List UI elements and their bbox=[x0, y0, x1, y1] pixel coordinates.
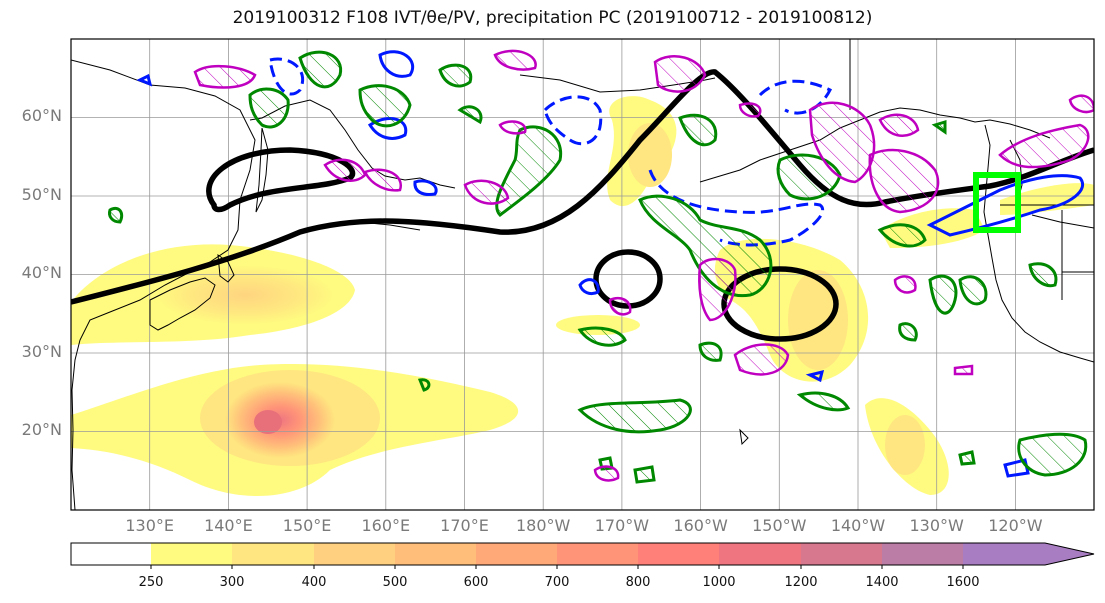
lon-label-180w: 180°W bbox=[516, 516, 571, 535]
lon-label-150w: 150°W bbox=[752, 516, 807, 535]
colorbar-bin-5 bbox=[476, 543, 557, 565]
colorbar-label-1200: 1200 bbox=[784, 575, 818, 590]
colorbar-bin-10 bbox=[882, 543, 963, 565]
colorbar-bin-8 bbox=[719, 543, 801, 565]
colorbar-bin-3 bbox=[314, 543, 395, 565]
lon-label-140e: 140°E bbox=[204, 516, 253, 535]
colorbar-outline bbox=[70, 542, 1095, 566]
colorbar-label-500: 500 bbox=[382, 575, 408, 590]
lon-label-160e: 160°E bbox=[361, 516, 411, 535]
colorbar-label-400: 400 bbox=[301, 575, 327, 590]
colorbar-extend-arrow bbox=[1045, 543, 1094, 565]
colorbar-bin-9 bbox=[801, 543, 882, 565]
lat-label-40n: 40°N bbox=[21, 263, 62, 282]
lon-label-160w: 160°W bbox=[673, 516, 728, 535]
colorbar-label-1400: 1400 bbox=[865, 575, 899, 590]
colorbar-label-700: 700 bbox=[544, 575, 570, 590]
lat-label-30n: 30°N bbox=[21, 342, 62, 361]
map-frame bbox=[70, 38, 1095, 511]
colorbar-label-300: 300 bbox=[219, 575, 245, 590]
colorbar-bin-2 bbox=[232, 543, 314, 565]
lon-label-130w: 130°W bbox=[909, 516, 964, 535]
colorbar-label-600: 600 bbox=[463, 575, 489, 590]
colorbar-label-1600: 1600 bbox=[946, 575, 980, 590]
lon-label-130e: 130°E bbox=[125, 516, 175, 535]
colorbar-bin-11 bbox=[963, 543, 1045, 565]
colorbar-bin-6 bbox=[557, 543, 638, 565]
lon-label-120w: 120°W bbox=[988, 516, 1043, 535]
colorbar-label-800: 800 bbox=[625, 575, 651, 590]
lon-label-170e: 170°E bbox=[440, 516, 489, 535]
magenta-contours bbox=[193, 49, 1094, 482]
colorbar-bin-4 bbox=[395, 543, 476, 565]
green-contours bbox=[108, 50, 1088, 484]
map-title: 2019100312 F108 IVT/θe/PV, precipitation… bbox=[232, 8, 873, 28]
lon-label-140w: 140°W bbox=[830, 516, 886, 535]
colorbar bbox=[70, 542, 1095, 569]
lat-label-50n: 50°N bbox=[21, 185, 62, 204]
colorbar-bin-7 bbox=[638, 543, 719, 565]
colorbar-bin-1 bbox=[151, 543, 232, 565]
lon-label-150e: 150°E bbox=[282, 516, 332, 535]
blue-contours bbox=[136, 50, 1084, 478]
colorbar-bin-0 bbox=[71, 543, 151, 565]
lat-label-60n: 60°N bbox=[21, 106, 62, 125]
lat-label-20n: 20°N bbox=[21, 420, 62, 439]
lon-label-170w: 170°W bbox=[594, 516, 650, 535]
map-area bbox=[71, 39, 1094, 510]
colorbar-ticks bbox=[150, 565, 964, 569]
colorbar-label-1000: 1000 bbox=[702, 575, 736, 590]
colorbar-label-250: 250 bbox=[138, 575, 164, 590]
highlight-box bbox=[973, 172, 1021, 233]
